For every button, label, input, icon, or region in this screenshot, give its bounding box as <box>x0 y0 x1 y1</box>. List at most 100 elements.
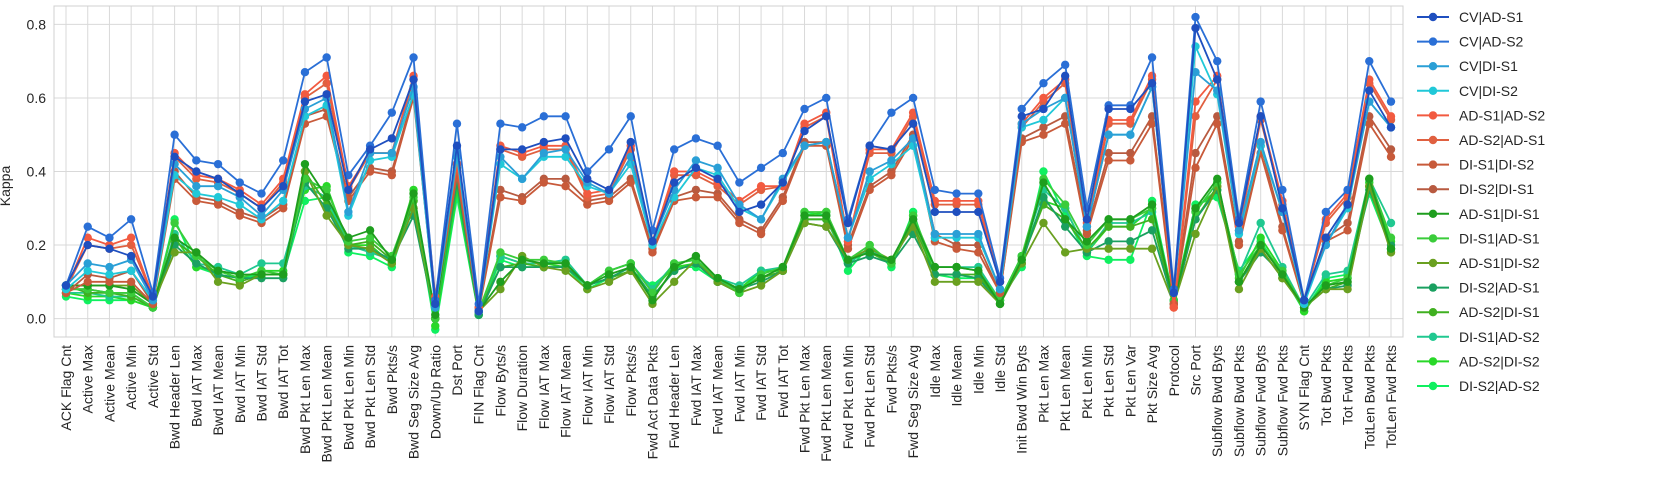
data-point <box>735 218 744 228</box>
data-point <box>822 137 831 147</box>
x-tick-label: Bwd Seg Size Avg <box>406 345 422 459</box>
legend-item[interactable]: CV|DI-S2 <box>1417 83 1518 99</box>
data-point <box>1060 200 1070 209</box>
data-point <box>192 196 201 206</box>
data-point <box>1278 270 1287 279</box>
data-point <box>126 284 136 294</box>
legend-item[interactable]: DI-S2|AD-S1 <box>1417 280 1540 296</box>
x-tick-label: Subflow Fwd Pkts <box>1274 345 1290 456</box>
data-point <box>604 270 614 279</box>
data-point <box>409 53 418 62</box>
data-point <box>83 266 92 275</box>
data-point <box>735 200 744 209</box>
data-point <box>170 218 179 228</box>
legend-item[interactable]: DI-S1|AD-S2 <box>1417 329 1540 345</box>
data-point <box>778 148 788 158</box>
legend-item[interactable]: DI-S1|DI-S2 <box>1417 157 1534 173</box>
legend-item[interactable]: DI-S2|AD-S2 <box>1417 378 1540 394</box>
data-point <box>648 237 657 246</box>
legend-item[interactable]: DI-S2|DI-S1 <box>1417 181 1534 197</box>
data-point <box>1278 226 1287 235</box>
data-point <box>1039 218 1048 228</box>
plot-area <box>61 12 1396 334</box>
data-point <box>1126 237 1135 246</box>
legend-item[interactable]: CV|AD-S2 <box>1417 34 1524 50</box>
legend-item[interactable]: AD-S1|DI-S2 <box>1417 255 1540 271</box>
y-tick-label: 0.4 <box>27 164 47 180</box>
x-tick-label: Pkt Len Var <box>1122 345 1138 417</box>
data-point <box>126 277 136 287</box>
data-point <box>930 229 940 239</box>
data-point <box>908 93 918 103</box>
data-point <box>583 189 592 198</box>
data-point <box>974 248 983 257</box>
legend-item[interactable]: AD-S2|DI-S1 <box>1417 304 1540 320</box>
data-point <box>496 248 505 257</box>
x-tick-label: Pkt Len Min <box>1079 345 1095 419</box>
data-point <box>583 174 592 184</box>
data-point <box>930 207 940 217</box>
legend-item[interactable]: DI-S1|AD-S1 <box>1417 230 1540 246</box>
data-point <box>1191 229 1200 239</box>
data-point <box>561 182 570 191</box>
data-point <box>1365 86 1374 95</box>
x-tick-label: Fwd IAT Std <box>753 345 769 421</box>
data-point <box>908 215 918 224</box>
legend-marker <box>1428 283 1438 292</box>
data-point <box>1256 112 1265 121</box>
data-point <box>1213 112 1222 121</box>
data-point <box>1017 104 1026 114</box>
data-point <box>865 167 874 176</box>
data-point <box>126 266 136 275</box>
x-tick-label: Pkt Len Max <box>1035 345 1051 423</box>
data-point <box>235 270 244 279</box>
legend-label: DI-S2|AD-S1 <box>1459 280 1540 296</box>
data-point <box>648 296 657 305</box>
data-point <box>952 277 961 287</box>
data-point <box>952 262 961 272</box>
data-point <box>713 141 722 150</box>
data-point <box>170 152 179 161</box>
data-point <box>822 222 831 231</box>
legend-label: CV|DI-S2 <box>1459 83 1518 99</box>
data-point <box>691 134 701 143</box>
data-point <box>561 266 570 275</box>
data-point <box>496 185 505 195</box>
data-point <box>1060 60 1070 70</box>
data-point <box>387 255 397 264</box>
data-point <box>170 130 179 139</box>
data-point <box>930 277 940 287</box>
data-point <box>1278 204 1287 213</box>
data-point <box>1321 270 1331 279</box>
legend-item[interactable]: AD-S1|DI-S1 <box>1417 206 1540 222</box>
x-tick-label: Flow Duration <box>514 345 530 431</box>
legend-item[interactable]: AD-S2|AD-S1 <box>1417 132 1545 148</box>
data-point <box>1234 284 1244 294</box>
data-point <box>583 281 592 290</box>
data-point <box>800 141 809 150</box>
x-tick-label: Bwd Pkts/s <box>384 345 400 414</box>
y-tick-label: 0.0 <box>27 311 47 327</box>
data-point <box>539 178 549 187</box>
data-point <box>669 178 679 187</box>
legend-item[interactable]: AD-S1|AD-S2 <box>1417 107 1545 123</box>
x-tick-label: Pkt Len Mean <box>1057 345 1073 431</box>
data-point <box>279 196 288 206</box>
data-point <box>474 307 483 316</box>
data-point <box>1365 56 1374 66</box>
legend-item[interactable]: CV|AD-S1 <box>1417 9 1524 25</box>
data-point <box>1126 104 1135 114</box>
data-point <box>887 145 896 154</box>
data-point <box>452 119 462 128</box>
data-point <box>1126 156 1135 165</box>
data-point <box>279 270 288 279</box>
x-tick-label: Bwd Pkt Len Max <box>297 345 313 454</box>
data-point <box>517 255 527 264</box>
legend-item[interactable]: AD-S2|DI-S2 <box>1417 353 1540 369</box>
x-tick-label: SYN Flag Cnt <box>1296 345 1312 431</box>
x-tick-label: Flow IAT Mean <box>558 345 574 438</box>
data-point <box>1039 79 1048 88</box>
data-point <box>409 189 418 198</box>
legend-item[interactable]: CV|DI-S1 <box>1417 58 1518 74</box>
legend[interactable]: CV|AD-S1 CV|AD-S2 CV|DI-S1 CV|DI-S2 AD-S1|AD… <box>1417 9 1545 394</box>
